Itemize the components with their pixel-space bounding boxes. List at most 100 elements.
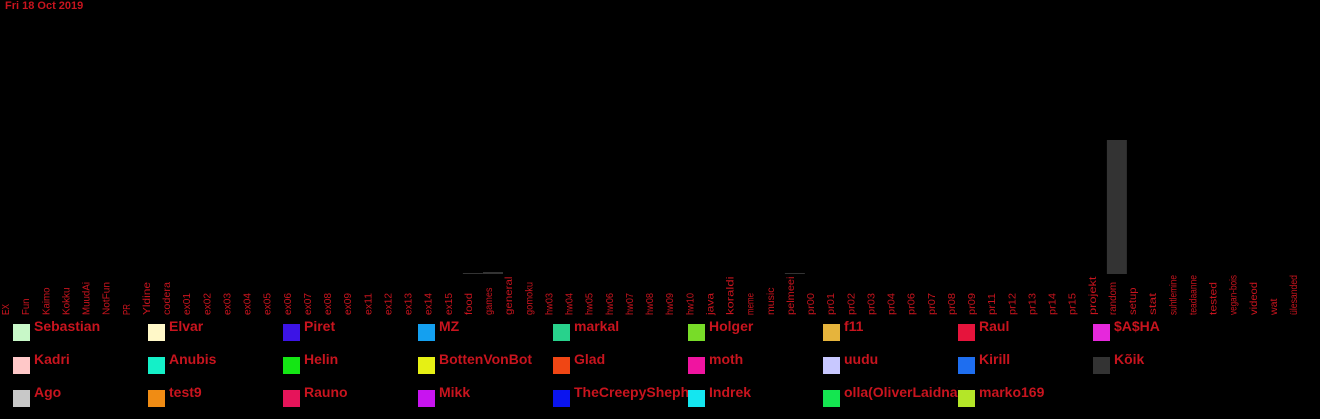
x-tick-label: ex02 (202, 293, 213, 315)
x-tick-label: hw08 (645, 293, 656, 315)
chart-date: Fri 18 Oct 2019 (5, 0, 84, 12)
x-tick-label: wat (1269, 298, 1280, 316)
legend-swatch (148, 324, 165, 341)
legend-label: Ago (34, 384, 62, 400)
legend-label: $A$HA (1114, 318, 1160, 334)
x-tick-label: pr03 (866, 293, 877, 315)
x-tick-label: hw04 (565, 293, 576, 315)
x-tick-label: hw03 (544, 293, 555, 315)
x-tick-label: PR (122, 304, 133, 315)
legend-swatch (823, 390, 840, 407)
x-tick-label: NotFun (102, 282, 113, 315)
x-tick-label: food (464, 293, 475, 315)
bar-games-Kõik (483, 272, 503, 274)
x-tick-label: stat (1148, 293, 1159, 315)
legend-label: Kirill (979, 351, 1011, 367)
x-tick-label: ex15 (444, 293, 455, 315)
x-tick-label: pr00 (806, 293, 817, 315)
x-tick-label: ex12 (383, 293, 394, 315)
legend-swatch (958, 357, 975, 374)
x-tick-label: ex05 (263, 293, 274, 315)
legend-label: Raul (979, 318, 1010, 334)
x-tick-label: pr14 (1048, 293, 1059, 315)
x-tick-label: Fun (21, 299, 32, 316)
legend-swatch (688, 357, 705, 374)
x-tick-label: ülesanded (1289, 275, 1300, 315)
legend-label: Rauno (304, 384, 348, 400)
x-tick-label: Kokku (61, 288, 72, 316)
legend-swatch (1093, 324, 1110, 341)
legend-label: olla(OliverLaidna) (844, 384, 958, 400)
x-tick-label: pr13 (1027, 293, 1038, 315)
x-tick-label: tested (1209, 282, 1220, 315)
x-tick-label: setup (1128, 287, 1139, 315)
legend-label: Kõik (1114, 351, 1145, 367)
legend-label: Helin (304, 351, 339, 367)
x-tick-label: pelmeei (786, 277, 797, 316)
legend-swatch (958, 390, 975, 407)
x-tick-label: random (1108, 282, 1119, 315)
legend-label: Anubis (169, 351, 217, 367)
x-tick-label: Yldine (142, 281, 153, 315)
legend-swatch (688, 324, 705, 341)
x-tick-label: EX (1, 304, 12, 315)
legend-swatch (13, 324, 30, 341)
legend-swatch (553, 357, 570, 374)
legend-label: Kadri (34, 351, 70, 367)
x-tick-label: pr09 (967, 293, 978, 315)
legend-swatch (148, 357, 165, 374)
x-tick-label: suhtlemine (1168, 275, 1179, 315)
legend-label: Glad (574, 351, 606, 367)
x-tick-label: hw09 (665, 293, 676, 315)
legend-swatch (13, 390, 30, 407)
x-tick-label: teadaanne (1188, 275, 1199, 315)
legend-label: markal (574, 318, 620, 334)
x-tick-label: ex11 (363, 293, 374, 315)
legend-label: Elvar (169, 318, 204, 334)
x-tick-label: projekt (1088, 276, 1099, 315)
x-tick-label: ex04 (243, 293, 254, 315)
legend-label: f11 (844, 318, 864, 334)
x-tick-label: pr07 (927, 293, 938, 315)
x-tick-label: games (484, 288, 495, 316)
legend-swatch (13, 357, 30, 374)
x-tick-label: gomoku (524, 282, 535, 315)
legend-swatch (553, 324, 570, 341)
x-tick-label: Kaimo (41, 287, 52, 315)
x-tick-label: MuudAi (82, 282, 93, 315)
bar-random-Kõik (1106, 140, 1127, 274)
legend-label: marko169 (979, 384, 1045, 400)
x-tick-label: pr01 (826, 293, 837, 315)
bar-pelmeei-Kõik (784, 273, 805, 274)
x-tick-label: java (705, 292, 716, 316)
x-tick-label: ex08 (323, 293, 334, 315)
legend-swatch (823, 357, 840, 374)
x-tick-label: ex14 (424, 293, 435, 315)
x-tick-label: koraldi (726, 277, 737, 316)
legend-label: Sebastian (34, 318, 101, 334)
legend-swatch (418, 357, 435, 374)
x-tick-label: ex06 (283, 293, 294, 315)
x-tick-label: hw07 (625, 293, 636, 315)
x-tick-label: codera (162, 282, 173, 315)
legend-swatch (418, 324, 435, 341)
legend-swatch (958, 324, 975, 341)
x-tick-label: ex13 (404, 293, 415, 315)
x-tick-label: hw05 (585, 293, 596, 315)
legend-label: moth (709, 351, 744, 367)
x-tick-label: pr12 (1007, 293, 1018, 315)
x-tick-label: vegan-bois (1229, 275, 1240, 315)
x-tick-label: ex01 (182, 293, 193, 315)
legend-label: test9 (169, 384, 202, 400)
legend-swatch (1093, 357, 1110, 374)
x-tick-label: ex03 (222, 293, 233, 315)
legend-swatch (283, 324, 300, 341)
x-tick-label: ex07 (303, 293, 314, 315)
legend-label: MZ (439, 318, 460, 334)
legend-swatch (688, 390, 705, 407)
legend-swatch (148, 390, 165, 407)
x-tick-label: meme (746, 293, 757, 315)
x-tick-label: pr15 (1068, 293, 1079, 315)
x-tick-label: hw06 (605, 293, 616, 315)
x-tick-label: music (766, 288, 777, 316)
